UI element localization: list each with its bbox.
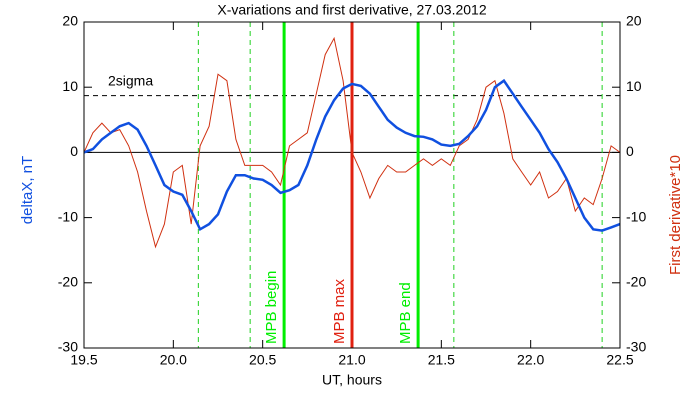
reference-label: 2sigma bbox=[108, 72, 153, 88]
y-tick-label: -30 bbox=[58, 339, 78, 355]
plot-frame bbox=[83, 21, 621, 349]
y2-tick-label: -20 bbox=[626, 274, 646, 290]
y2-tick-label: -30 bbox=[626, 339, 646, 355]
y-tick-label: 20 bbox=[62, 13, 78, 29]
x-tick-label: 20.5 bbox=[249, 352, 276, 368]
reference-label: MPB end bbox=[397, 282, 414, 344]
y-tick-label: -10 bbox=[58, 208, 78, 224]
x-tick-label: 21.0 bbox=[338, 352, 365, 368]
x-tick-label: 21.5 bbox=[428, 352, 455, 368]
y-tick-label: 10 bbox=[62, 78, 78, 94]
data-line bbox=[83, 36, 621, 249]
y2-tick-label: -10 bbox=[626, 208, 646, 224]
y2-tick-label: 0 bbox=[626, 143, 634, 159]
y2-tick-label: 20 bbox=[626, 13, 642, 29]
y-tick-label: 0 bbox=[70, 143, 78, 159]
x-axis-label: UT, hours bbox=[322, 372, 382, 388]
y-tick-label: -20 bbox=[58, 274, 78, 290]
x-tick-label: 22.0 bbox=[517, 352, 544, 368]
data-line bbox=[83, 78, 621, 232]
y2-tick-label: 10 bbox=[626, 78, 642, 94]
reference-label: MPB max bbox=[331, 278, 348, 344]
y-axis-label: deltaX, nT bbox=[19, 156, 36, 224]
reference-label: MPB begin bbox=[263, 271, 280, 344]
x-tick-label: 22.5 bbox=[606, 352, 633, 368]
x-tick-label: 20.0 bbox=[160, 352, 187, 368]
y2-axis-label: First derivative*10 bbox=[667, 155, 684, 275]
x-tick-label: 19.5 bbox=[70, 352, 97, 368]
chart-title: X-variations and first derivative, 27.03… bbox=[217, 2, 486, 18]
